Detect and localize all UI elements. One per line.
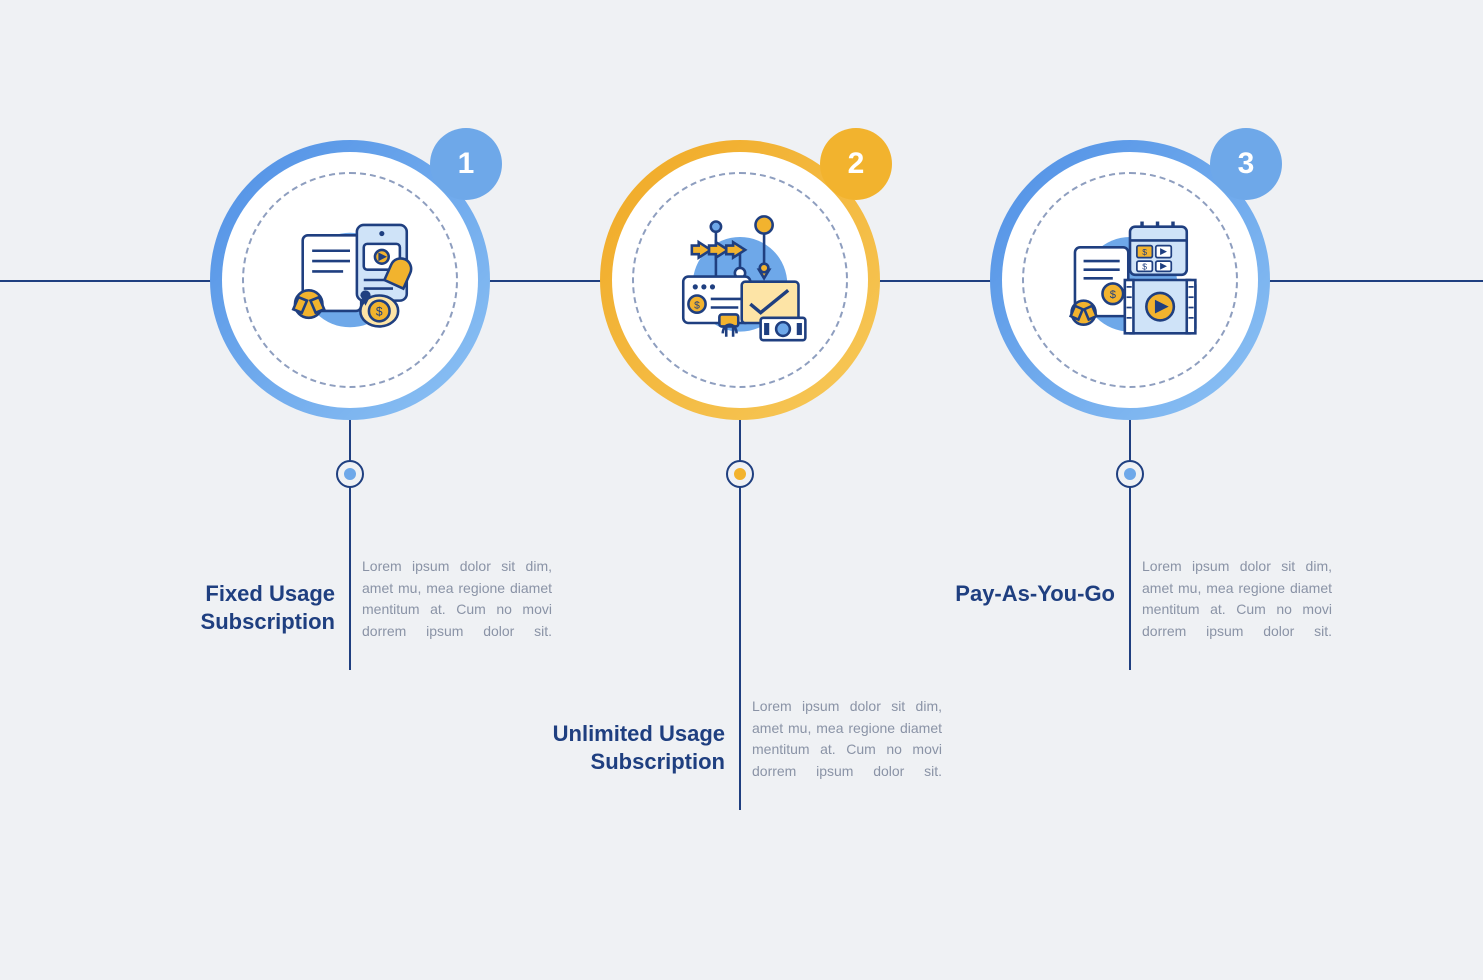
pay-as-you-go-icon: $ $ $ xyxy=(1044,190,1216,370)
connector-dot-core xyxy=(1124,468,1136,480)
icon-area: $ xyxy=(654,194,826,366)
step-number-badge: 1 xyxy=(430,128,502,200)
connector-line xyxy=(1129,420,1131,670)
step-3: $ $ $ 3Pay-As-You-GoLorem ipsum dolor si… xyxy=(920,140,1340,420)
step-circle: $ 1 xyxy=(210,140,490,420)
step-number-badge: 2 xyxy=(820,128,892,200)
connector-line xyxy=(349,420,351,670)
circle-face: $ xyxy=(222,152,478,408)
step-title: Pay-As-You-Go xyxy=(920,580,1115,608)
svg-text:$: $ xyxy=(376,304,383,318)
step-1: $ 1Fixed Usage SubscriptionLorem ipsum d… xyxy=(140,140,560,420)
svg-text:$: $ xyxy=(1110,289,1117,301)
circle-face: $ $ $ xyxy=(1002,152,1258,408)
step-title: Unlimited Usage Subscription xyxy=(530,720,725,775)
step-description: Lorem ipsum dolor sit dim, amet mu, mea … xyxy=(752,696,942,783)
svg-text:$: $ xyxy=(694,300,700,311)
connector-dot xyxy=(336,460,364,488)
circle-face: $ xyxy=(612,152,868,408)
svg-text:$: $ xyxy=(1142,247,1147,257)
connector-dot xyxy=(1116,460,1144,488)
icon-area: $ xyxy=(264,194,436,366)
connector-dot-core xyxy=(344,468,356,480)
step-title: Fixed Usage Subscription xyxy=(140,580,335,635)
unlimited-usage-icon: $ xyxy=(654,190,826,370)
step-circle: $ $ $ 3 xyxy=(990,140,1270,420)
step-circle: $ 2 xyxy=(600,140,880,420)
icon-area: $ $ $ xyxy=(1044,194,1216,366)
step-2: $ 2Unlimited Usage SubscriptionLorem ips… xyxy=(530,140,950,420)
fixed-usage-icon: $ xyxy=(264,190,436,370)
connector-dot xyxy=(726,460,754,488)
svg-text:$: $ xyxy=(1142,262,1147,272)
step-description: Lorem ipsum dolor sit dim, amet mu, mea … xyxy=(362,556,552,643)
step-number-badge: 3 xyxy=(1210,128,1282,200)
connector-dot-core xyxy=(734,468,746,480)
step-description: Lorem ipsum dolor sit dim, amet mu, mea … xyxy=(1142,556,1332,643)
